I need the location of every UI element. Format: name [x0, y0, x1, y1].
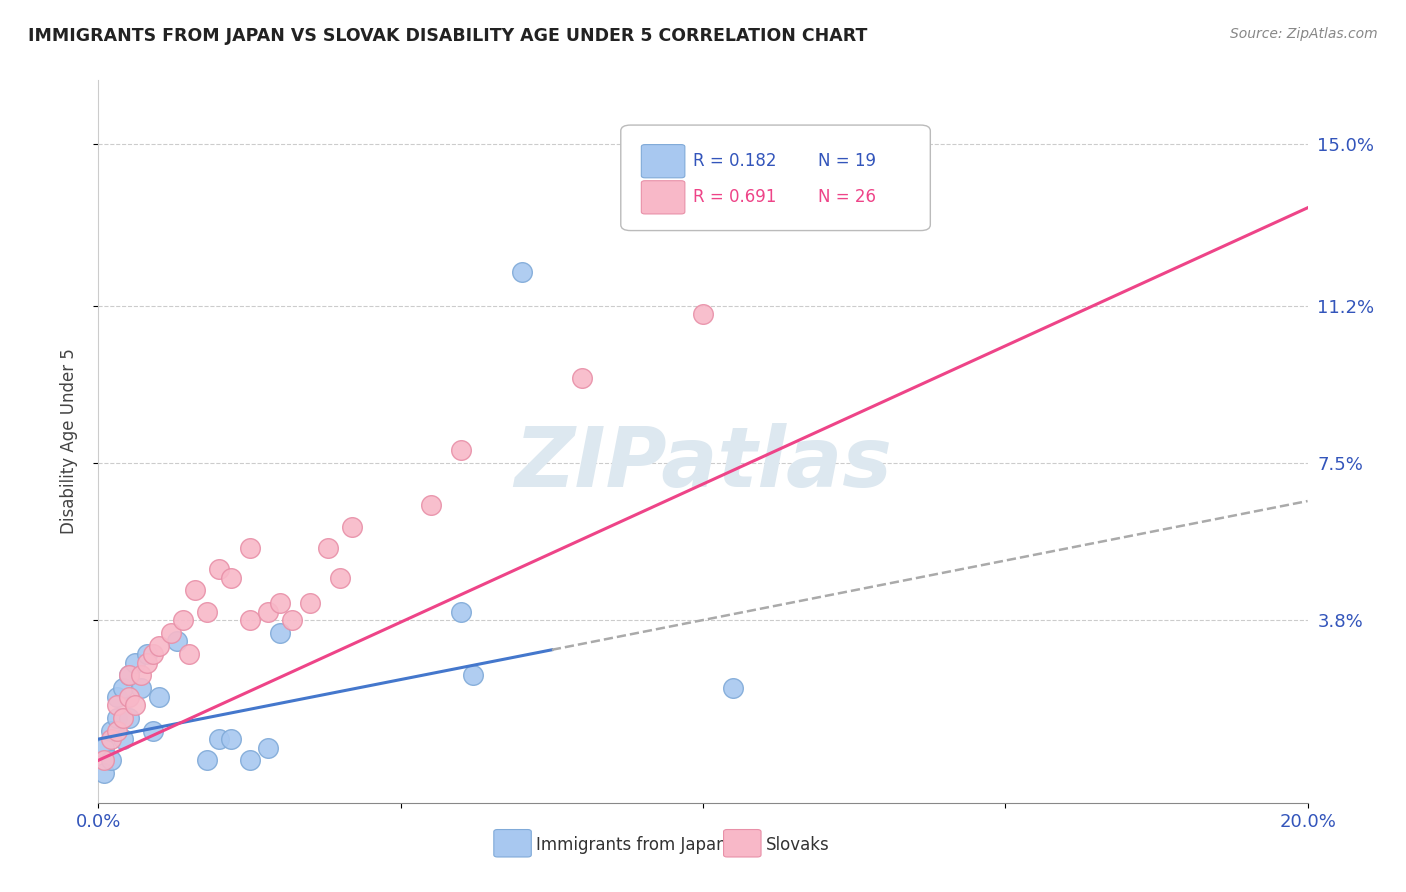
Point [118, 690, 141, 704]
FancyBboxPatch shape [494, 830, 531, 857]
Text: N = 19: N = 19 [818, 153, 876, 170]
Point [510, 264, 533, 278]
Point [239, 541, 262, 555]
Y-axis label: Disability Age Under 5: Disability Age Under 5 [59, 349, 77, 534]
Point [100, 753, 122, 767]
Point [135, 656, 157, 670]
Point [571, 371, 593, 385]
Point [124, 698, 146, 712]
Point [269, 625, 291, 640]
Point [692, 307, 714, 321]
Point [342, 519, 364, 533]
Text: R = 0.182: R = 0.182 [693, 153, 778, 170]
Point [105, 690, 128, 704]
Text: IMMIGRANTS FROM JAPAN VS SLOVAK DISABILITY AGE UNDER 5 CORRELATION CHART: IMMIGRANTS FROM JAPAN VS SLOVAK DISABILI… [28, 27, 868, 45]
Point [129, 681, 152, 695]
Text: ZIPatlas: ZIPatlas [515, 423, 891, 504]
Text: Immigrants from Japan: Immigrants from Japan [536, 836, 727, 854]
Point [160, 625, 183, 640]
Point [142, 647, 165, 661]
Point [105, 711, 128, 725]
Point [195, 753, 218, 767]
Point [118, 711, 141, 725]
Point [118, 668, 141, 682]
Point [316, 541, 339, 555]
Text: R = 0.691: R = 0.691 [693, 188, 776, 206]
Point [166, 634, 188, 648]
Point [93, 740, 115, 755]
Point [111, 732, 134, 747]
Text: Source: ZipAtlas.com: Source: ZipAtlas.com [1230, 27, 1378, 41]
FancyBboxPatch shape [641, 181, 685, 214]
Point [118, 668, 141, 682]
Point [142, 723, 165, 738]
Point [111, 711, 134, 725]
Point [723, 681, 745, 695]
Point [93, 766, 115, 780]
Point [208, 562, 231, 576]
Point [256, 605, 278, 619]
Point [221, 732, 243, 747]
Point [148, 690, 170, 704]
Point [329, 570, 352, 584]
Point [105, 723, 128, 738]
Point [129, 668, 152, 682]
Text: Slovaks: Slovaks [766, 836, 830, 854]
Point [221, 570, 243, 584]
Point [239, 753, 262, 767]
Point [111, 681, 134, 695]
FancyBboxPatch shape [724, 830, 761, 857]
Point [281, 613, 304, 627]
Point [172, 613, 194, 627]
Point [256, 740, 278, 755]
Point [450, 443, 472, 458]
Point [100, 732, 122, 747]
Point [148, 639, 170, 653]
Point [208, 732, 231, 747]
Point [184, 583, 207, 598]
Point [463, 668, 485, 682]
Point [135, 647, 157, 661]
Point [105, 698, 128, 712]
Point [100, 723, 122, 738]
FancyBboxPatch shape [641, 145, 685, 178]
Point [269, 596, 291, 610]
Text: N = 26: N = 26 [818, 188, 876, 206]
Point [195, 605, 218, 619]
Point [299, 596, 322, 610]
Point [93, 753, 115, 767]
Point [420, 498, 443, 512]
Point [239, 613, 262, 627]
Point [179, 647, 201, 661]
FancyBboxPatch shape [621, 125, 931, 230]
Point [450, 605, 472, 619]
Point [124, 656, 146, 670]
